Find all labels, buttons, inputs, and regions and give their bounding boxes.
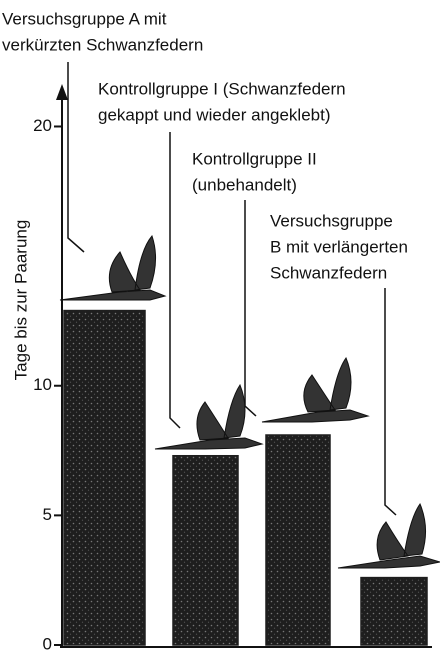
leader-line — [169, 132, 181, 429]
leader-line — [244, 200, 257, 417]
category-label: Versuchsgruppe A mit — [2, 9, 167, 28]
category-label: B mit verlängerten — [270, 237, 408, 256]
y-tick-label: 5 — [43, 505, 52, 524]
leader-line — [67, 62, 85, 253]
category-label: Versuchsgruppe — [270, 211, 393, 230]
axis-arrow — [56, 84, 68, 100]
y-tick-label: 20 — [33, 116, 52, 135]
y-axis-label: Tage bis zur Paarung — [11, 220, 30, 381]
category-label: verkürzten Schwanzfedern — [2, 35, 203, 54]
bird-icons — [59, 235, 440, 569]
category-label: Kontrollgruppe II — [192, 149, 317, 168]
category-label: Schwanzfedern — [270, 263, 387, 282]
bar — [63, 309, 146, 646]
category-label: gekappt und wieder angeklebt) — [98, 105, 331, 124]
leader-line — [384, 288, 397, 516]
y-tick-label: 0 — [43, 634, 52, 653]
bar — [265, 434, 331, 646]
y-tick-label: 10 — [33, 375, 52, 394]
bar — [172, 454, 239, 646]
category-label: Kontrollgruppe I (Schwanzfedern — [98, 79, 346, 98]
bar — [360, 576, 428, 646]
category-label: (unbehandelt) — [192, 175, 297, 194]
